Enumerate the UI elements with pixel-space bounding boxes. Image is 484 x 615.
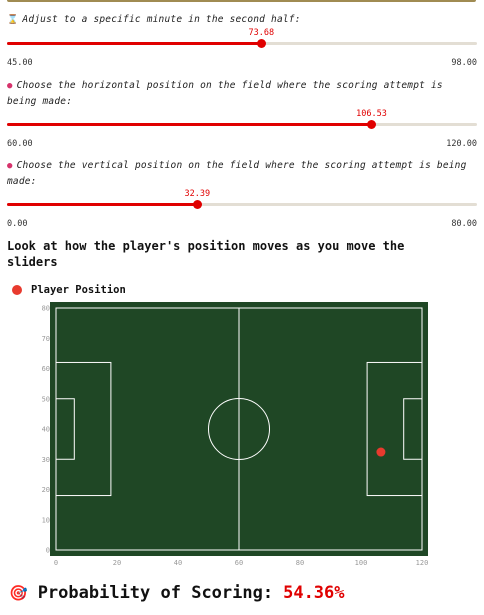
horizontal-slider-label: ● Choose the horizontal position on the f… [7,78,477,109]
vertical-slider-min: 0.00 [7,219,28,229]
vertical-slider-thumb[interactable] [192,200,202,209]
vertical-slider-fill [7,203,198,206]
target-icon: 🎯 [9,584,28,602]
vertical-slider-max: 80.00 [451,219,477,229]
right-goal-area [403,398,423,460]
vertical-slider-track[interactable] [7,203,477,206]
player-position-point [376,447,386,457]
vertical-slider-label-text: Choose the vertical position on the fiel… [7,160,467,187]
minute-slider[interactable]: 73.68 [7,28,477,58]
horizontal-slider[interactable]: 106.53 [7,109,477,139]
minute-slider-range: 45.00 98.00 [7,58,477,70]
y-tick-label: 60 [42,365,50,373]
chart-legend[interactable]: Player Position [12,284,126,296]
horizontal-slider-block: ● Choose the horizontal position on the f… [7,78,477,151]
y-tick-label: 0 [46,547,50,555]
x-tick-label: 60 [235,559,243,567]
section-heading: Look at how the player's position moves … [7,239,405,269]
horizontal-slider-fill [7,123,372,126]
top-accent-bar [7,0,476,2]
horizontal-slider-range: 60.00 120.00 [7,139,477,151]
y-tick-label: 50 [42,395,50,403]
minute-slider-thumb[interactable] [256,39,266,48]
x-tick-label: 40 [174,559,182,567]
minute-slider-max: 98.00 [451,58,477,68]
scoring-probability-value: 54.36% [283,583,345,603]
minute-slider-fill [7,42,262,45]
y-tick-label: 80 [42,305,50,313]
minute-slider-min: 45.00 [7,58,33,68]
minute-slider-label-text: Adjust to a specific minute in the secon… [22,14,301,25]
hourglass-icon: ⌛ [7,15,19,25]
horizontal-slider-max: 120.00 [446,139,477,149]
scoring-probability: 🎯 Probability of Scoring: 54.36% [9,583,345,603]
minute-slider-value: 73.68 [248,28,275,38]
scoring-probability-label: Probability of Scoring: [37,583,274,603]
x-tick-label: 20 [113,559,121,567]
legend-label: Player Position [31,284,126,296]
horizontal-slider-thumb[interactable] [366,120,376,129]
vertical-slider[interactable]: 32.39 [7,189,477,219]
horizontal-slider-min: 60.00 [7,139,33,149]
legend-marker-icon [12,285,22,295]
x-tick-label: 80 [296,559,304,567]
pin-icon: ● [7,161,13,171]
pitch-chart[interactable]: 0 10 20 30 40 50 60 70 80 0 20 40 60 80 100 120 [0,300,484,572]
minute-slider-block: ⌛ Adjust to a specific minute in the seco… [7,12,477,70]
minute-slider-label: ⌛ Adjust to a specific minute in the seco… [7,12,477,28]
y-tick-label: 20 [42,486,50,494]
vertical-slider-block: ● Choose the vertical position on the fie… [7,158,477,231]
left-goal-area [55,398,75,460]
vertical-slider-value: 32.39 [184,189,211,199]
pin-icon: ● [7,81,13,91]
x-tick-label: 100 [355,559,368,567]
y-tick-label: 10 [42,516,50,524]
x-tick-label: 0 [54,559,58,567]
center-circle [208,398,270,460]
vertical-slider-range: 0.00 80.00 [7,219,477,231]
y-tick-label: 70 [42,335,50,343]
vertical-slider-label: ● Choose the vertical position on the fie… [7,158,477,189]
horizontal-slider-value: 106.53 [356,109,387,119]
y-tick-label: 40 [42,426,50,434]
y-tick-label: 30 [42,456,50,464]
x-tick-label: 120 [416,559,429,567]
horizontal-slider-label-text: Choose the horizontal position on the fi… [7,80,443,107]
